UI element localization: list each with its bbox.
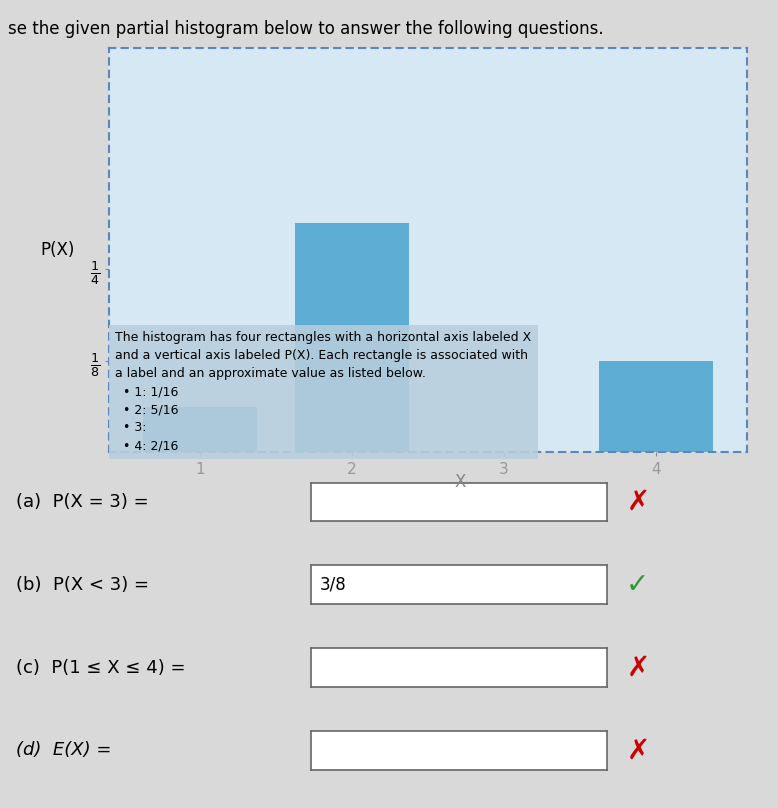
Text: (c)  P(1 ≤ X ≤ 4) =: (c) P(1 ≤ X ≤ 4) =	[16, 659, 185, 676]
Bar	[295, 223, 409, 452]
Text: X: X	[454, 473, 465, 490]
Text: se the given partial histogram below to answer the following questions.: se the given partial histogram below to …	[8, 20, 604, 38]
Text: The histogram has four rectangles with a horizontal axis labeled X
and a vertica: The histogram has four rectangles with a…	[115, 331, 531, 452]
Bar	[143, 406, 257, 452]
Text: ✗: ✗	[626, 736, 650, 764]
Text: ✗: ✗	[626, 654, 650, 682]
Text: ✗: ✗	[626, 488, 650, 516]
Text: (d)  E(X) =: (d) E(X) =	[16, 742, 111, 760]
Bar	[599, 360, 713, 452]
Y-axis label: P(X): P(X)	[40, 242, 75, 259]
Text: (a)  P(X = 3) =: (a) P(X = 3) =	[16, 493, 148, 511]
Text: ✓: ✓	[626, 570, 650, 599]
Text: (b)  P(X < 3) =: (b) P(X < 3) =	[16, 576, 149, 594]
Text: 3/8: 3/8	[320, 576, 347, 594]
Bar	[447, 85, 561, 452]
